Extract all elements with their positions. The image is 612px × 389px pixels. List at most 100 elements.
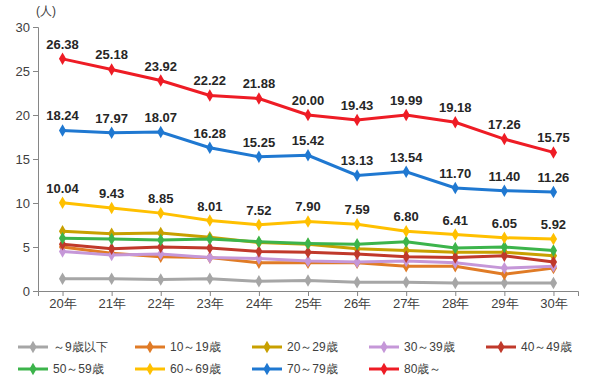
marker [157,126,164,138]
marker [255,151,262,163]
marker [304,149,311,161]
tick-label: 15 [16,152,30,167]
marker [255,235,262,247]
data-label: 13.54 [390,150,423,165]
legend-marker [29,341,36,353]
tick-label: 27年 [393,296,420,311]
marker [255,236,262,248]
data-label: 15.75 [537,130,570,145]
legend-label: 10～19歳 [170,340,221,354]
marker [550,233,557,245]
tick: 30年 [540,291,567,311]
data-label: 8.01 [197,199,222,214]
tick: 25年 [295,291,322,311]
marker [304,238,311,250]
legend-item: 40～49歳 [486,340,572,354]
marker [550,256,557,268]
marker [304,237,311,249]
tick-label: 30年 [540,296,567,311]
marker [206,141,213,153]
data-label: 19.18 [439,100,472,115]
data-label: 15.42 [292,133,325,148]
tick-label: 10 [16,196,30,211]
data-label: 17.97 [95,111,128,126]
tick-label: 26年 [344,296,371,311]
marker [304,274,311,286]
data-label: 9.43 [99,186,124,201]
tick: 21年 [98,291,125,311]
marker [501,232,508,244]
plot-area [59,53,557,290]
marker [59,196,66,208]
marker [206,214,213,226]
tick-mark [33,115,38,116]
data-label: 13.13 [341,153,374,168]
marker [59,124,66,136]
tick: 28年 [442,291,469,311]
legend-label: 80歳～ [404,362,441,376]
tick: 23年 [197,291,224,311]
tick-label: 23年 [197,296,224,311]
marker [501,262,508,274]
data-label: 18.07 [144,110,177,125]
legend-marker [146,341,153,353]
tick-label: 29年 [491,296,518,311]
marker [550,244,557,256]
axis-title: (人) [36,4,56,18]
marker [59,272,66,284]
marker [452,242,459,254]
data-labels: 10.049.438.858.017.527.907.596.806.416.0… [46,37,569,232]
marker [59,53,66,65]
data-label: 26.38 [46,37,79,52]
legend-item: 80歳～ [369,362,441,376]
data-label: 15.25 [243,135,276,150]
marker [353,238,360,250]
marker [206,233,213,245]
x-axis: 20年21年22年23年24年25年26年27年28年29年30年 [39,291,579,311]
series-line [63,59,554,153]
tick-label: 28年 [442,296,469,311]
data-label: 20.00 [292,93,325,108]
marker [501,133,508,145]
marker [157,234,164,246]
tick-mark [33,291,38,292]
marker [452,228,459,240]
tick: 5 [23,240,38,255]
data-label: 11.26 [538,170,570,185]
data-label: 18.24 [46,108,79,123]
axis-line [33,28,39,292]
tick: 22年 [147,291,174,311]
marker [255,275,262,287]
legend-label: ～9歳以下 [53,340,108,354]
tick: 15 [16,152,38,167]
data-label: 17.26 [488,117,521,132]
legend-marker [380,341,387,353]
legend-item: ～9歳以下 [18,340,108,354]
legend-item: 60～69歳 [135,362,221,376]
marker [108,233,115,245]
tick: 0 [23,284,38,299]
series-line [63,130,554,191]
legend-label: 50～59歳 [53,362,104,376]
marker [108,63,115,75]
legend-marker [497,341,504,353]
legend-marker [263,363,270,375]
data-label: 22.22 [194,73,227,88]
data-label: 23.92 [144,59,177,74]
data-label: 11.40 [488,169,520,184]
tick-label: 21年 [98,296,125,311]
data-label: 7.52 [246,203,271,218]
tick-label: 5 [23,240,30,255]
data-label: 19.99 [390,93,423,108]
tick: 20 [16,108,38,123]
marker [353,169,360,181]
data-label: 5.92 [541,217,566,232]
legend-label: 40～49歳 [521,340,572,354]
legend-marker [29,363,36,375]
data-label: 6.80 [394,209,419,224]
marker [157,273,164,285]
marker [403,225,410,237]
marker [304,215,311,227]
data-label: 25.18 [95,47,128,62]
marker [353,276,360,288]
